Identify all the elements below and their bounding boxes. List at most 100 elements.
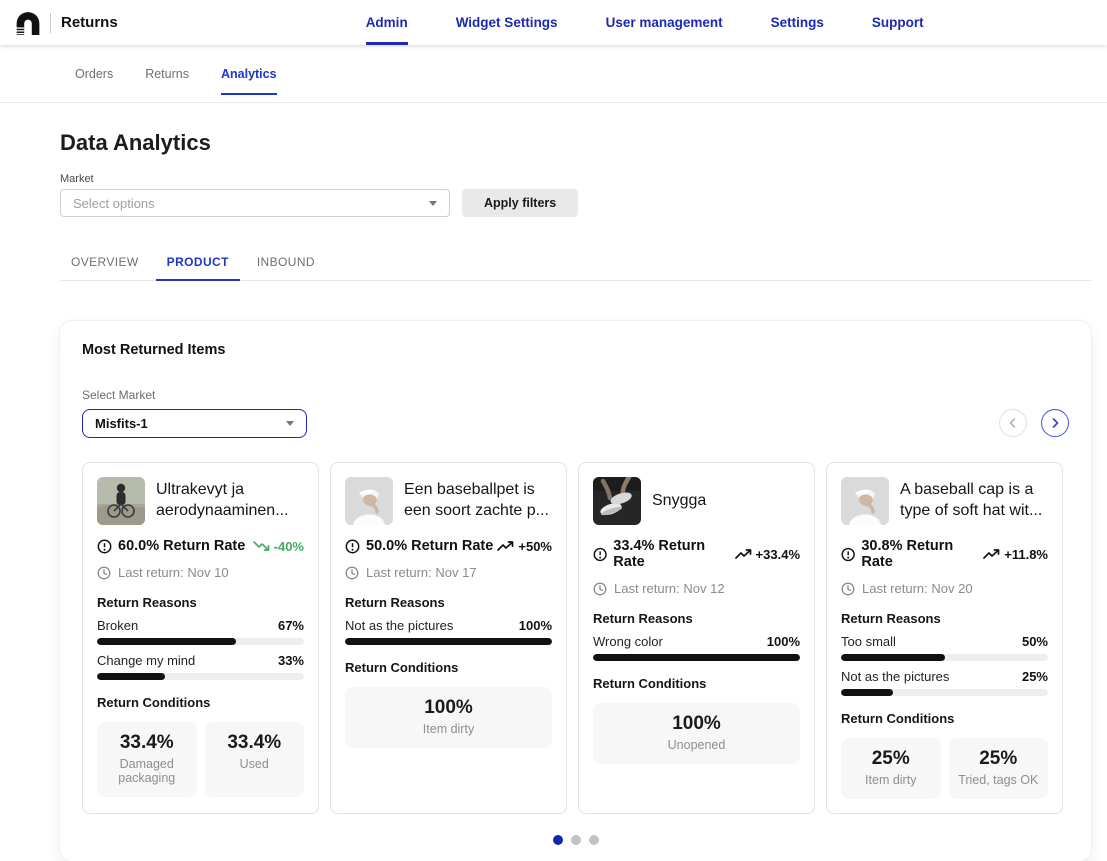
condition-box: 100% Unopened — [593, 703, 800, 764]
trend-up-icon — [734, 549, 751, 559]
return-conditions-title: Return Conditions — [593, 676, 707, 691]
return-conditions-title: Return Conditions — [345, 660, 459, 675]
brand[interactable]: Returns — [16, 0, 118, 45]
apply-filters-button[interactable]: Apply filters — [462, 189, 579, 217]
reason-label: Change my mind — [97, 653, 196, 668]
nav-item-user-management[interactable]: User management — [605, 15, 723, 30]
tab-inbound[interactable]: INBOUND — [256, 255, 315, 269]
last-return: Last return: Nov 12 — [593, 581, 800, 596]
chevron-right-icon — [1052, 418, 1059, 428]
market-dropdown-value: Misfits-1 — [95, 416, 148, 431]
return-conditions-title: Return Conditions — [97, 695, 211, 710]
logo-divider — [50, 12, 51, 33]
last-return: Last return: Nov 17 — [345, 565, 552, 580]
product-image-cyclist — [97, 477, 145, 525]
product-card: Ultrakevyt ja aerodynaaminen... 60.0% Re… — [82, 462, 319, 814]
return-reasons-title: Return Reasons — [593, 611, 693, 626]
reason-row: Wrong color 100% — [593, 634, 800, 661]
card-head: Een baseballpet is een soort zachte p... — [345, 477, 552, 525]
clock-icon — [97, 566, 111, 579]
reason-bar — [97, 673, 304, 680]
nav-item-widget-settings[interactable]: Widget Settings — [455, 15, 558, 30]
nav-item-support[interactable]: Support — [871, 15, 924, 30]
chevron-down-icon — [286, 421, 294, 426]
magnet-logo-icon — [16, 11, 40, 35]
pagination-dot[interactable] — [588, 835, 599, 845]
return-rate-text: 30.8% Return Rate — [861, 538, 954, 570]
tab-product[interactable]: PRODUCT — [155, 247, 240, 281]
reason-bar — [345, 638, 552, 645]
reason-bar — [841, 654, 1048, 661]
nav-item-admin[interactable]: Admin — [365, 0, 408, 45]
trend-value: +33.4% — [755, 546, 800, 562]
chevron-down-icon — [429, 200, 437, 206]
condition-pct: 100% — [672, 713, 721, 734]
nav-item-settings[interactable]: Settings — [770, 15, 824, 30]
top-navigation: Admin Widget Settings User management Se… — [365, 0, 924, 45]
market-multiselect-placeholder: Select options — [73, 195, 155, 211]
last-return: Last return: Nov 20 — [841, 581, 1048, 596]
product-card: A baseball cap is a type of soft hat wit… — [826, 462, 1063, 814]
return-rate-text: 60.0% Return Rate — [118, 538, 246, 554]
rate-row: 30.8% Return Rate +11.8% — [841, 538, 1048, 570]
subnav-item-orders[interactable]: Orders — [75, 66, 114, 81]
reason-row: Not as the pictures 100% — [345, 618, 552, 645]
most-returned-items-panel: Most Returned Items Select Market Misfit… — [60, 321, 1091, 861]
card-head: A baseball cap is a type of soft hat wit… — [841, 477, 1048, 525]
reason-pct: 100% — [766, 634, 800, 649]
carousel-arrows — [999, 409, 1069, 438]
tab-overview[interactable]: OVERVIEW — [71, 255, 139, 269]
card-head: Ultrakevyt ja aerodynaaminen... — [97, 477, 304, 525]
pagination-dot[interactable] — [552, 835, 563, 845]
market-filter-label: Market — [60, 173, 94, 185]
return-rate: 60.0% Return Rate — [97, 538, 245, 554]
reason-row: Change my mind 33% — [97, 653, 304, 680]
page-title: Data Analytics — [60, 130, 211, 155]
carousel-pagination — [82, 835, 1069, 845]
product-image-white-cap — [345, 477, 393, 525]
product-title: A baseball cap is a type of soft hat wit… — [900, 481, 1043, 519]
reason-label: Not as the pictures — [841, 669, 950, 684]
return-reasons-title: Return Reasons — [841, 611, 941, 626]
rate-row: 60.0% Return Rate -40% — [97, 538, 304, 554]
market-dropdown[interactable]: Misfits-1 — [82, 409, 307, 438]
panel-title: Most Returned Items — [82, 342, 226, 358]
product-card: Snygga 33.4% Return Rate +33.4 — [578, 462, 815, 814]
trend-badge: +11.8% — [983, 547, 1048, 562]
condition-label: Used — [239, 757, 269, 771]
carousel-next-button[interactable] — [1041, 409, 1069, 437]
reason-bar — [97, 638, 304, 645]
top-bar: Returns Admin Widget Settings User manag… — [0, 0, 1107, 45]
condition-pct: 100% — [424, 697, 473, 718]
conditions-row: 100% Unopened — [593, 703, 800, 764]
trend-up-icon — [497, 541, 514, 551]
chevron-left-icon — [1009, 418, 1016, 428]
reason-pct: 33% — [277, 653, 304, 668]
trend-up-icon — [983, 549, 1000, 559]
subnav-item-returns[interactable]: Returns — [145, 66, 189, 81]
market-multiselect[interactable]: Select options — [60, 189, 450, 217]
subnav-item-analytics[interactable]: Analytics — [220, 67, 277, 95]
last-return-text: Last return: Nov 20 — [862, 581, 973, 596]
panel-controls: Select Market Misfits-1 — [82, 388, 1069, 438]
pagination-dot[interactable] — [570, 835, 581, 845]
alert-circle-icon — [841, 547, 855, 561]
reason-pct: 100% — [518, 618, 552, 633]
select-market-label: Select Market — [82, 388, 156, 402]
conditions-row: 100% Item dirty — [345, 687, 552, 748]
reason-bar — [593, 654, 800, 661]
last-return-text: Last return: Nov 17 — [366, 565, 477, 580]
reason-label: Broken — [97, 618, 139, 633]
analytics-tabs: OVERVIEW PRODUCT INBOUND — [60, 247, 1091, 281]
clock-icon — [841, 582, 855, 595]
return-rate: 30.8% Return Rate — [841, 538, 983, 570]
trend-down-icon — [252, 541, 269, 551]
trend-value: +11.8% — [1004, 546, 1048, 562]
app-title: Returns — [61, 14, 118, 31]
condition-box: 25% Tried, tags OK — [948, 738, 1048, 799]
clock-icon — [345, 566, 359, 579]
product-image-white-cap — [841, 477, 889, 525]
return-rate: 50.0% Return Rate — [345, 538, 493, 554]
carousel-prev-button[interactable] — [999, 409, 1027, 437]
return-rate-text: 50.0% Return Rate — [366, 538, 494, 554]
